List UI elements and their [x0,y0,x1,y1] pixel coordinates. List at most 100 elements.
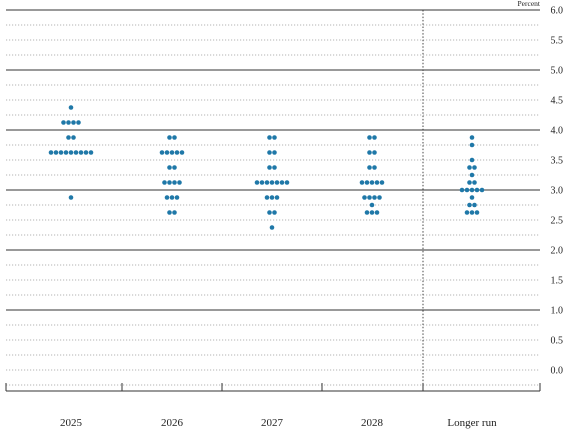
participant-dot [372,165,377,170]
participant-dot [469,187,475,193]
participant-dot [469,157,475,163]
participant-dot [374,210,380,215]
participant-dot [377,195,382,200]
participant-dot [169,150,175,155]
participant-dot [167,165,172,170]
participant-dot [172,210,177,215]
participant-dot [372,135,377,140]
participant-dot [167,135,172,140]
participant-dot [164,150,170,155]
participant-dot [164,195,170,200]
participant-dot [369,180,375,185]
participant-dot [469,135,475,140]
participant-dot [172,180,177,185]
participant-dot [367,150,372,155]
participant-dot [167,210,172,215]
participant-dot [479,187,485,193]
y-tick-label: 2.5 [551,216,564,227]
participant-dot [374,180,380,185]
participant-dot [362,195,367,200]
participant-dot [269,180,275,185]
participant-dot [274,180,280,185]
participant-dot [76,120,81,125]
participant-dot [472,180,477,185]
y-tick-label: 3.0 [551,186,564,197]
participant-dot [469,142,475,148]
participant-dot [68,150,74,155]
participant-dot [259,180,265,185]
participant-dot [159,150,165,155]
participant-dot [169,195,175,200]
participant-dot [272,135,277,140]
participant-dot [177,180,182,185]
participant-dot [174,150,180,155]
participant-dot [179,150,185,155]
participant-dot [469,195,475,200]
participant-dot [274,195,280,200]
participant-dot [83,150,89,155]
participant-dot [469,210,475,215]
participant-dot [272,210,277,215]
participant-dot [364,180,370,185]
participant-dot [172,135,177,140]
participant-dot [88,150,94,155]
participant-dot [73,150,79,155]
y-tick-label: 5.5 [551,36,564,47]
y-tick-label: 6.0 [551,6,564,17]
participant-dot [264,180,270,185]
x-category-label: 2027 [261,417,284,429]
participant-dot [63,150,69,155]
participant-dot [359,180,365,185]
x-category-label: 2025 [60,417,83,429]
participant-dot [474,187,480,193]
participant-dot [472,202,477,208]
participant-dot [267,210,272,215]
participant-dot [367,165,372,170]
y-tick-label: 0.5 [551,336,564,347]
participant-dot [48,150,54,155]
participant-dot [369,202,375,208]
x-category-label: 2028 [361,417,384,429]
participant-dot [264,195,270,200]
participant-dot [469,172,475,178]
dots-layer [48,105,485,230]
participant-dot [467,180,472,185]
participant-dot [58,150,64,155]
participant-dot [364,210,370,215]
participant-dot [53,150,59,155]
participant-dot [71,135,76,140]
x-axis [5,383,541,392]
participant-dot [162,180,167,185]
participant-dot [269,225,275,230]
participant-dot [78,150,84,155]
y-tick-label: 0.0 [551,366,564,377]
participant-dot [459,187,465,193]
participant-dot [372,150,377,155]
x-category-label: 2026 [161,417,184,429]
gridlines [6,9,540,386]
participant-dot [367,135,372,140]
participant-dot [167,180,172,185]
participant-dot [467,202,472,208]
participant-dot [367,195,372,200]
participant-dot [66,135,71,140]
participant-dot [172,165,177,170]
participant-dot [272,150,277,155]
y-tick-label: 4.5 [551,96,564,107]
participant-dot [472,165,477,170]
y-tick-label: 5.0 [551,66,564,77]
unit-label: Percent [518,0,541,8]
participant-dot [254,180,260,185]
y-tick-label: 3.5 [551,156,564,167]
participant-dot [66,120,71,125]
participant-dot [71,120,76,125]
participant-dot [269,195,275,200]
participant-dot [174,195,180,200]
y-tick-label: 2.0 [551,246,564,257]
x-category-label: Longer run [447,417,497,429]
y-tick-label: 1.0 [551,306,564,317]
participant-dot [379,180,385,185]
participant-dot [267,165,272,170]
participant-dot [284,180,290,185]
